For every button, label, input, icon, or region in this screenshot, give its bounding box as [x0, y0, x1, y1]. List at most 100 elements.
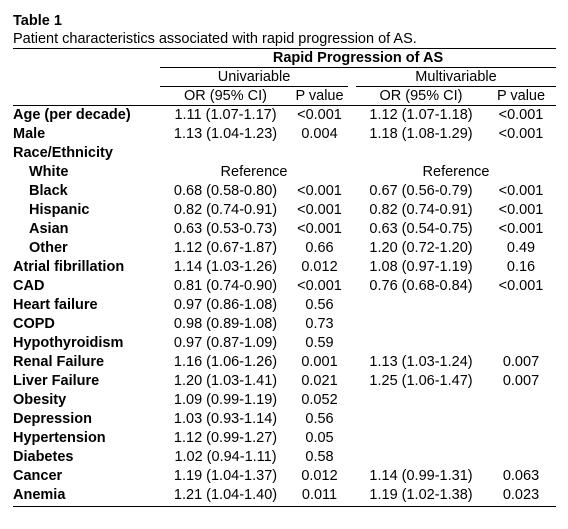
row-label: Diabetes: [13, 449, 74, 465]
multi-or-cell: 1.14 (0.99-1.31): [369, 468, 473, 484]
table-row: Diabetes 1.02 (0.94-1.11) 0.58: [13, 448, 556, 467]
multi-or-cell: [356, 296, 486, 315]
uni-p-cell: 0.011: [301, 487, 338, 503]
row-label: Atrial fibrillation: [13, 259, 125, 275]
uni-p-cell: 0.66: [305, 240, 334, 256]
uni-reference: Reference: [220, 164, 288, 180]
spacer-cell: [348, 391, 356, 410]
group-header: Rapid Progression of AS: [272, 50, 444, 66]
uni-p-cell: 0.004: [301, 126, 338, 142]
multi-or-cell: 1.19 (1.02-1.38): [369, 487, 473, 503]
spacer-cell: [348, 296, 356, 315]
uni-or-cell: 1.21 (1.04-1.40): [173, 487, 278, 503]
uni-or-cell: 0.68 (0.58-0.80): [173, 183, 278, 199]
table-row: Male 1.13 (1.04-1.23) 0.004 1.18 (1.08-1.29…: [13, 125, 556, 144]
multi-or-cell: 0.63 (0.54-0.75): [369, 221, 473, 237]
multi-p-cell: [486, 410, 556, 429]
data-table: Age (per decade) 1.11 (1.07-1.17) <0.001 1.…: [13, 106, 556, 505]
row-label: CAD: [13, 278, 45, 294]
spacer-cell: [348, 277, 356, 296]
multi-p-cell: [486, 391, 556, 410]
uni-or-cell: 0.81 (0.74-0.90): [173, 278, 278, 294]
spacer-cell: [348, 239, 356, 258]
uni-or-cell: 0.82 (0.74-0.91): [173, 202, 278, 218]
table-row: Obesity 1.09 (0.99-1.19) 0.052: [13, 391, 556, 410]
uni-or-cell: 1.12 (0.99-1.27): [173, 430, 278, 446]
spacer-cell: [348, 258, 356, 277]
spacer-cell: [348, 201, 356, 220]
multivariable-header: Multivariable: [415, 69, 497, 85]
uni-or-cell: 1.13 (1.04-1.23): [173, 126, 278, 142]
table-row: Race/Ethnicity: [13, 144, 556, 163]
multi-p-cell: 0.007: [502, 373, 540, 389]
table-row: Black 0.68 (0.58-0.80) <0.001 0.67 (0.56-0.…: [13, 182, 556, 201]
uni-p-cell: <0.001: [297, 202, 342, 218]
table-row: Liver Failure 1.20 (1.03-1.41) 0.021 1.25 (…: [13, 372, 556, 391]
spacer-cell: [348, 144, 356, 163]
uni-p-cell: [291, 144, 348, 163]
uni-p-cell: 0.052: [301, 392, 338, 408]
uni-or-cell: 1.12 (0.67-1.87): [173, 240, 278, 256]
uni-p-cell: 0.012: [301, 259, 338, 275]
multi-or-cell: 0.67 (0.56-0.79): [369, 183, 473, 199]
multi-or-cell: 0.76 (0.68-0.84): [369, 278, 473, 294]
row-label: Cancer: [13, 468, 63, 484]
uni-p-cell: 0.56: [305, 297, 334, 313]
bottom-rule: [13, 506, 556, 507]
table-row: Other 1.12 (0.67-1.87) 0.66 1.20 (0.72-1.20…: [13, 239, 556, 258]
group-underline: [160, 67, 556, 68]
uni-or-header: OR (95% CI): [184, 88, 267, 104]
multi-p-cell: [486, 334, 556, 353]
uni-or-cell: 1.09 (0.99-1.19): [173, 392, 278, 408]
multi-p-cell: <0.001: [498, 126, 544, 142]
uni-p-cell: 0.021: [301, 373, 338, 389]
multi-p-cell: 0.063: [502, 468, 540, 484]
row-label: Liver Failure: [13, 373, 100, 389]
multi-p-cell: 0.16: [506, 259, 536, 275]
uni-p-cell: 0.59: [305, 335, 334, 351]
uni-or-cell: 0.97 (0.87-1.09): [173, 335, 278, 351]
multi-p-cell: 0.49: [506, 240, 536, 256]
multi-or-cell: [356, 334, 486, 353]
uni-p-cell: 0.05: [305, 430, 334, 446]
row-label: Renal Failure: [13, 354, 105, 370]
uni-p-cell: 0.001: [301, 354, 338, 370]
uni-p-header: P value: [295, 88, 344, 104]
uni-p-cell: 0.73: [305, 316, 334, 332]
spacer-cell: [348, 467, 356, 486]
multi-p-cell: [486, 296, 556, 315]
table-row: Anemia 1.21 (1.04-1.40) 0.011 1.19 (1.02-1.…: [13, 486, 556, 505]
multi-p-cell: <0.001: [498, 221, 544, 237]
row-label: Race/Ethnicity: [13, 145, 113, 161]
spacer-cell: [348, 410, 356, 429]
row-label: Hypothyroidism: [13, 335, 124, 351]
multi-or-cell: [356, 448, 486, 467]
table-row: CAD 0.81 (0.74-0.90) <0.001 0.76 (0.68-0.84…: [13, 277, 556, 296]
spacer-cell: [348, 429, 356, 448]
table-row: Depression 1.03 (0.93-1.14) 0.56: [13, 410, 556, 429]
multi-p-cell: <0.001: [498, 107, 544, 123]
uni-or-cell: 1.03 (0.93-1.14): [173, 411, 278, 427]
multi-or-cell: [356, 429, 486, 448]
uni-p-cell: <0.001: [297, 183, 342, 199]
uni-or-cell: 0.97 (0.86-1.08): [173, 297, 278, 313]
multi-p-cell: 0.007: [502, 354, 540, 370]
multi-or-cell: [356, 410, 486, 429]
row-label: Black: [29, 183, 68, 199]
multi-or-cell: 1.25 (1.06-1.47): [369, 373, 473, 389]
uni-p-cell: <0.001: [297, 221, 342, 237]
row-label: Age (per decade): [13, 107, 131, 123]
multivariable-underline: [356, 86, 556, 87]
table-row: Cancer 1.19 (1.04-1.37) 0.012 1.14 (0.99-1.…: [13, 467, 556, 486]
table-row: Renal Failure 1.16 (1.06-1.26) 0.001 1.13 (…: [13, 353, 556, 372]
uni-p-cell: 0.58: [305, 449, 334, 465]
multi-p-cell: [486, 315, 556, 334]
uni-or-cell: 1.19 (1.04-1.37): [173, 468, 278, 484]
row-label: COPD: [13, 316, 55, 332]
row-label: Obesity: [13, 392, 67, 408]
univariable-underline: [160, 86, 348, 87]
uni-or-cell: [160, 144, 291, 163]
spacer-cell: [348, 353, 356, 372]
table-row: Hispanic 0.82 (0.74-0.91) <0.001 0.82 (0.74…: [13, 201, 556, 220]
